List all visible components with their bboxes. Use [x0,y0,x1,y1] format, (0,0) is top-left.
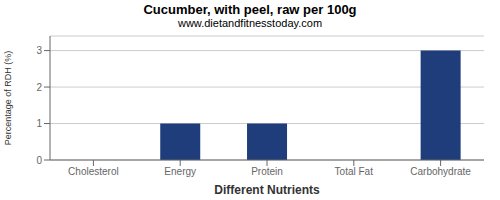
svg-text:1: 1 [36,118,42,129]
svg-text:0: 0 [36,155,42,166]
svg-text:3: 3 [36,45,42,56]
svg-text:2: 2 [36,82,42,93]
svg-text:Different Nutrients: Different Nutrients [214,183,320,197]
svg-text:Percentage of RDH (%): Percentage of RDH (%) [8,51,13,146]
html-text:www.dietandfitnesstoday.com: www.dietandfitnesstoday.com [178,17,322,29]
svg-text:Total Fat: Total Fat [335,166,374,177]
svg-text:Energy: Energy [164,166,196,177]
svg-text:Cholesterol: Cholesterol [68,166,119,177]
svg-text:Protein: Protein [251,166,283,177]
svg-text:Carbohydrate: Carbohydrate [410,166,471,177]
html-text:Cucumber, with peel, raw per 1: Cucumber, with peel, raw per 100g [143,2,357,17]
